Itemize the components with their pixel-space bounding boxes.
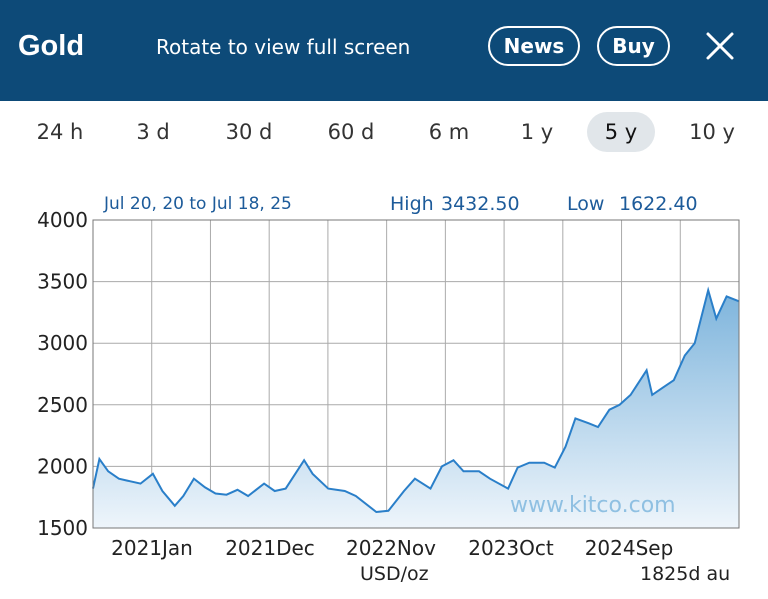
y-tick-label: 3000 <box>37 331 88 355</box>
tab-range-6m[interactable]: 6 m <box>428 120 470 144</box>
low-label: Low <box>567 193 604 215</box>
y-axis-ticks: 4000 3500 3000 2500 2000 1500 <box>37 208 88 540</box>
tab-range-1y[interactable]: 1 y <box>520 120 554 144</box>
x-tick-label: 2022Nov <box>346 536 436 560</box>
watermark: www.kitco.com <box>510 493 676 518</box>
rotate-hint: Rotate to view full screen <box>156 35 411 59</box>
date-range-label: Jul 20, 20 to Jul 18, 25 <box>103 194 292 214</box>
high-label: High <box>390 193 434 215</box>
time-range-tabs: 24 h 3 d 30 d 60 d 6 m 1 y 5 y 10 y <box>0 112 768 152</box>
tab-range-10y[interactable]: 10 y <box>689 120 735 144</box>
x-tick-label: 2023Oct <box>468 536 554 560</box>
y-tick-label: 1500 <box>37 516 88 540</box>
close-icon[interactable] <box>700 26 740 66</box>
y-tick-label: 3500 <box>37 270 88 294</box>
tab-range-24h[interactable]: 24 h <box>36 120 84 144</box>
buy-button[interactable]: Buy <box>597 26 670 66</box>
x-tick-label: 2021Jan <box>111 536 193 560</box>
y-tick-label: 2000 <box>37 454 88 478</box>
tab-range-30d[interactable]: 30 d <box>225 120 273 144</box>
tab-range-5y[interactable]: 5 y <box>587 112 655 152</box>
tab-range-3d[interactable]: 3 d <box>136 120 170 144</box>
high-value: 3432.50 <box>441 193 520 215</box>
y-tick-label: 2500 <box>37 393 88 417</box>
x-tick-label: 2024Sep <box>585 536 674 560</box>
news-button[interactable]: News <box>488 26 580 66</box>
y-tick-label: 4000 <box>37 208 88 232</box>
chart-svg: Jul 20, 20 to Jul 18, 25 High 3432.50 Lo… <box>37 193 740 585</box>
unit-label: USD/oz <box>360 563 429 585</box>
price-area-fill <box>93 290 739 528</box>
page-title: Gold <box>18 30 85 62</box>
tab-range-60d[interactable]: 60 d <box>327 120 375 144</box>
period-label: 1825d au <box>640 563 730 585</box>
gold-price-chart[interactable]: Jul 20, 20 to Jul 18, 25 High 3432.50 Lo… <box>0 170 768 590</box>
price-line <box>92 286 740 514</box>
plot-border <box>92 219 740 529</box>
app-header: Gold Rotate to view full screen News Buy <box>0 0 768 101</box>
low-value: 1622.40 <box>619 193 698 215</box>
x-axis-ticks: 2021Jan 2021Dec 2022Nov 2023Oct 2024Sep <box>111 536 673 560</box>
x-tick-label: 2021Dec <box>225 536 315 560</box>
